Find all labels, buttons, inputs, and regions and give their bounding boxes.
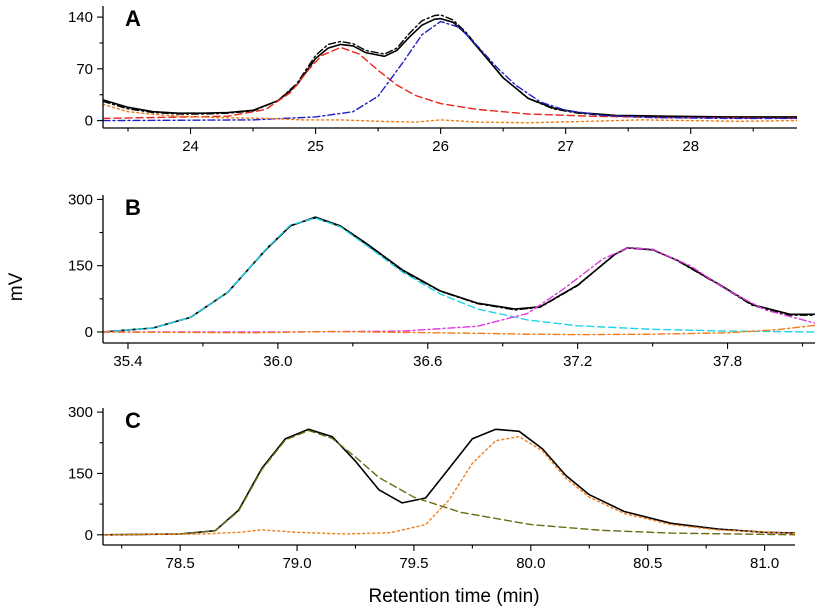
- series-line-residual: [103, 103, 797, 124]
- x-axis-title: Retention time (min): [368, 586, 539, 607]
- series-line-fit-envelope: [103, 14, 797, 119]
- series-line-peak-2: [103, 247, 815, 333]
- series-line-fit-envelope: [103, 217, 815, 333]
- y-tick-label: 140: [68, 9, 93, 26]
- x-tick-label: 37.8: [713, 353, 742, 370]
- series-line-peak-1: [103, 217, 815, 333]
- panel-letter: B: [125, 195, 141, 220]
- x-tick-label: 79.0: [282, 555, 311, 572]
- x-tick-label: 37.2: [563, 353, 592, 370]
- x-tick-label: 78.5: [166, 555, 195, 572]
- panel-b: 35.4 36.0 36.6 37.2 37.8 0 150 300 B: [68, 191, 815, 370]
- panel-letter: A: [125, 6, 141, 31]
- y-tick-label: 150: [68, 258, 93, 275]
- panel-a: 24 25 26 27 28 0 70 140 A: [68, 6, 797, 155]
- x-tick-label: 80.5: [633, 555, 662, 572]
- series-line-peak-2: [103, 20, 797, 122]
- series-line-residual: [103, 324, 815, 336]
- y-axis-title: mV: [6, 272, 27, 301]
- x-tick-label: 36.6: [413, 353, 442, 370]
- y-tick-label: 0: [85, 527, 93, 544]
- x-tick-label: 81.0: [750, 555, 779, 572]
- series-line-peak-1: [103, 429, 795, 536]
- y-tick-label: 70: [76, 61, 93, 78]
- series-line-peak-1: [103, 46, 797, 120]
- panel-c: 78.5 79.0 79.5 80.0 80.5 81.0 0 150 300 C: [68, 404, 795, 572]
- x-tick-label: 80.0: [516, 555, 545, 572]
- series-line-measured: [103, 216, 815, 333]
- x-tick-label: 28: [682, 138, 699, 155]
- series-line-measured: [103, 17, 797, 118]
- y-tick-label: 300: [68, 191, 93, 208]
- y-tick-label: 0: [85, 324, 93, 341]
- x-tick-label: 79.5: [399, 555, 428, 572]
- y-tick-label: 300: [68, 404, 93, 421]
- panel-letter: C: [125, 408, 141, 433]
- y-tick-label: 150: [68, 465, 93, 482]
- series-line-peak-2: [103, 435, 795, 536]
- x-tick-label: 25: [307, 138, 324, 155]
- x-tick-label: 27: [557, 138, 574, 155]
- x-tick-label: 24: [182, 138, 199, 155]
- x-tick-label: 26: [432, 138, 449, 155]
- x-tick-label: 35.4: [113, 353, 142, 370]
- y-tick-label: 0: [85, 113, 93, 130]
- x-tick-label: 36.0: [263, 353, 292, 370]
- series-line-measured: [103, 428, 795, 536]
